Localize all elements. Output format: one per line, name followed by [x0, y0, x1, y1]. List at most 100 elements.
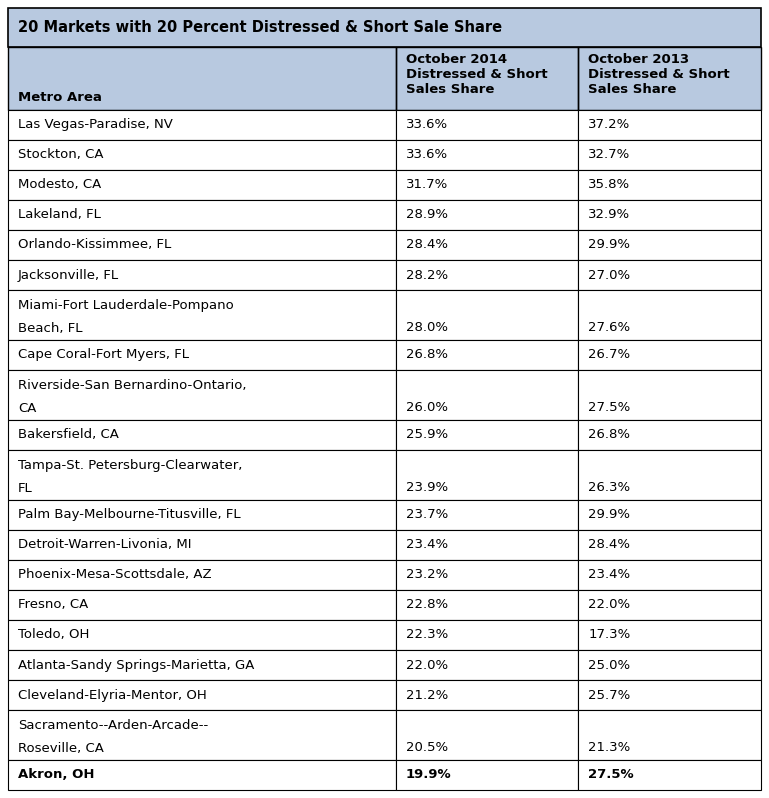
Text: Riverside-San Bernardino-Ontario,: Riverside-San Bernardino-Ontario,: [18, 379, 247, 392]
Bar: [396, 260, 578, 290]
Text: Detroit-Warren-Livonia, MI: Detroit-Warren-Livonia, MI: [18, 539, 191, 551]
Text: CA: CA: [18, 401, 36, 415]
Text: 27.5%: 27.5%: [588, 768, 634, 781]
Bar: [578, 500, 761, 530]
Bar: [8, 140, 396, 170]
Bar: [396, 170, 578, 200]
Text: 31.7%: 31.7%: [406, 179, 448, 192]
Bar: [578, 710, 761, 760]
Bar: [8, 47, 396, 110]
Text: Atlanta-Sandy Springs-Marietta, GA: Atlanta-Sandy Springs-Marietta, GA: [18, 658, 255, 671]
Text: 21.3%: 21.3%: [588, 741, 631, 754]
Bar: [396, 650, 578, 680]
Text: Fresno, CA: Fresno, CA: [18, 598, 88, 611]
Text: 25.7%: 25.7%: [588, 689, 631, 701]
Text: 26.7%: 26.7%: [588, 349, 631, 361]
Bar: [578, 420, 761, 450]
Bar: [8, 590, 396, 620]
Text: 27.0%: 27.0%: [588, 269, 631, 282]
Text: 27.6%: 27.6%: [588, 321, 631, 334]
Bar: [396, 200, 578, 230]
Text: 26.8%: 26.8%: [406, 349, 448, 361]
Text: 33.6%: 33.6%: [406, 148, 448, 161]
Bar: [578, 760, 761, 790]
Bar: [578, 290, 761, 340]
Text: 29.9%: 29.9%: [588, 239, 631, 251]
Bar: [396, 680, 578, 710]
Bar: [578, 620, 761, 650]
Text: Sales Share: Sales Share: [588, 83, 677, 96]
Bar: [578, 560, 761, 590]
Text: 23.4%: 23.4%: [588, 568, 631, 582]
Bar: [8, 200, 396, 230]
Bar: [578, 140, 761, 170]
Text: Bakersfield, CA: Bakersfield, CA: [18, 429, 119, 441]
Text: Metro Area: Metro Area: [18, 91, 102, 104]
Bar: [8, 500, 396, 530]
Text: Akron, OH: Akron, OH: [18, 768, 95, 781]
Text: Distressed & Short: Distressed & Short: [588, 68, 730, 81]
Text: Stockton, CA: Stockton, CA: [18, 148, 104, 161]
Text: Roseville, CA: Roseville, CA: [18, 741, 104, 755]
Text: 28.2%: 28.2%: [406, 269, 448, 282]
Bar: [8, 340, 396, 370]
Bar: [8, 8, 761, 47]
Bar: [396, 370, 578, 420]
Text: Orlando-Kissimmee, FL: Orlando-Kissimmee, FL: [18, 239, 171, 251]
Bar: [8, 420, 396, 450]
Text: 26.3%: 26.3%: [588, 481, 631, 494]
Text: 37.2%: 37.2%: [588, 118, 631, 132]
Text: 25.0%: 25.0%: [588, 658, 631, 671]
Text: Sales Share: Sales Share: [406, 83, 494, 96]
Text: Toledo, OH: Toledo, OH: [18, 629, 89, 642]
Bar: [8, 260, 396, 290]
Text: 27.5%: 27.5%: [588, 401, 631, 414]
Bar: [578, 530, 761, 560]
Text: 35.8%: 35.8%: [588, 179, 631, 192]
Text: Cleveland-Elyria-Mentor, OH: Cleveland-Elyria-Mentor, OH: [18, 689, 207, 701]
Text: 19.9%: 19.9%: [406, 768, 451, 781]
Bar: [396, 110, 578, 140]
Text: 32.9%: 32.9%: [588, 208, 631, 222]
Bar: [8, 620, 396, 650]
Bar: [578, 200, 761, 230]
Text: Distressed & Short: Distressed & Short: [406, 68, 548, 81]
Text: 22.8%: 22.8%: [406, 598, 448, 611]
Text: 17.3%: 17.3%: [588, 629, 631, 642]
Text: Palm Bay-Melbourne-Titusville, FL: Palm Bay-Melbourne-Titusville, FL: [18, 508, 241, 521]
Text: 25.9%: 25.9%: [406, 429, 448, 441]
Text: 28.0%: 28.0%: [406, 321, 448, 334]
Text: FL: FL: [18, 481, 33, 495]
Bar: [8, 370, 396, 420]
Text: 22.0%: 22.0%: [588, 598, 631, 611]
Text: Las Vegas-Paradise, NV: Las Vegas-Paradise, NV: [18, 118, 173, 132]
Bar: [578, 110, 761, 140]
Text: 26.0%: 26.0%: [406, 401, 448, 414]
Text: Modesto, CA: Modesto, CA: [18, 179, 102, 192]
Bar: [578, 450, 761, 500]
Text: 20.5%: 20.5%: [406, 741, 448, 754]
Text: 20 Markets with 20 Percent Distressed & Short Sale Share: 20 Markets with 20 Percent Distressed & …: [18, 20, 502, 35]
Text: 28.4%: 28.4%: [588, 539, 631, 551]
Bar: [396, 420, 578, 450]
Text: 22.0%: 22.0%: [406, 658, 448, 671]
Text: 33.6%: 33.6%: [406, 118, 448, 132]
Text: 26.8%: 26.8%: [588, 429, 631, 441]
Bar: [396, 530, 578, 560]
Bar: [396, 290, 578, 340]
Bar: [396, 140, 578, 170]
Text: Cape Coral-Fort Myers, FL: Cape Coral-Fort Myers, FL: [18, 349, 189, 361]
Bar: [396, 620, 578, 650]
Text: 23.4%: 23.4%: [406, 539, 448, 551]
Bar: [396, 450, 578, 500]
Bar: [8, 760, 396, 790]
Bar: [8, 110, 396, 140]
Bar: [8, 170, 396, 200]
Text: Phoenix-Mesa-Scottsdale, AZ: Phoenix-Mesa-Scottsdale, AZ: [18, 568, 211, 582]
Text: 28.9%: 28.9%: [406, 208, 448, 222]
Bar: [578, 590, 761, 620]
Text: 32.7%: 32.7%: [588, 148, 631, 161]
Text: 23.7%: 23.7%: [406, 508, 448, 521]
Bar: [8, 710, 396, 760]
Bar: [8, 290, 396, 340]
